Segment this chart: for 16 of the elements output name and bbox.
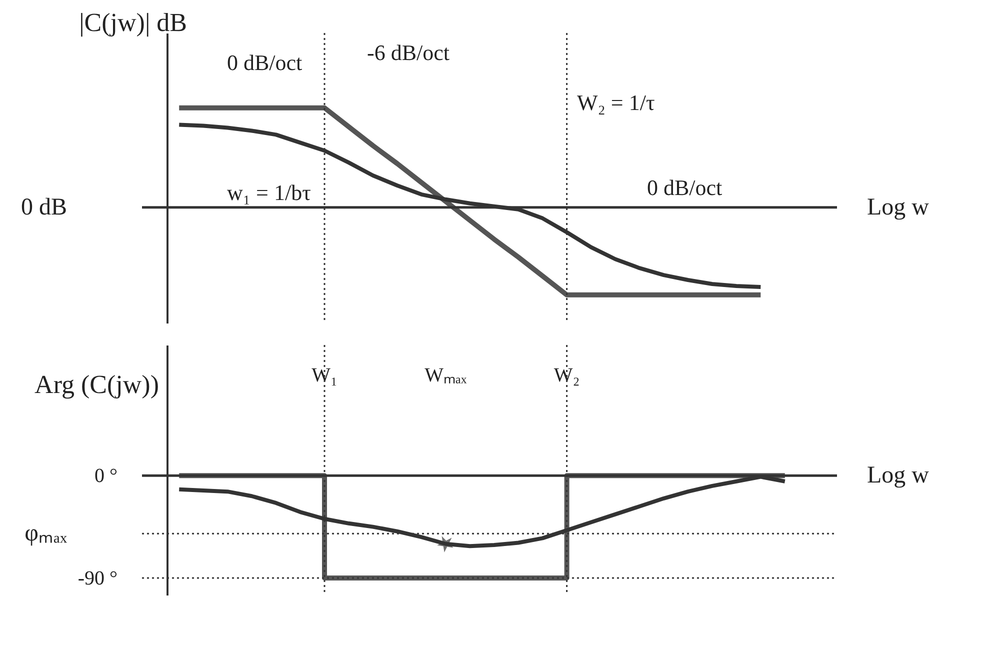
annotation: 0 dB/oct (647, 175, 722, 200)
y-axis-title: |C(jw)| dB (79, 8, 187, 37)
y-tick-label: -90 ° (78, 567, 118, 590)
y-axis-title: Arg (C(jw)) (34, 370, 159, 399)
x-tick-label: W₂ (554, 364, 580, 386)
x-axis-title: Log w (867, 462, 930, 489)
x-tick-label: W₁ (312, 364, 338, 386)
ref-line-label: φₘₐₓ (24, 520, 68, 547)
text: 0 dB/oct (227, 50, 302, 75)
annotation: W₂ = 1/τ (577, 90, 655, 115)
annotation: w₁ = 1/bτ (227, 180, 312, 205)
ref-line-label: 0 dB (20, 194, 67, 220)
y-tick-label: 0 ° (94, 465, 118, 488)
x-tick-label: Wₘₐₓ (424, 364, 467, 386)
x-axis-title: Log w (867, 194, 930, 220)
text: -6 dB/oct (367, 40, 450, 65)
